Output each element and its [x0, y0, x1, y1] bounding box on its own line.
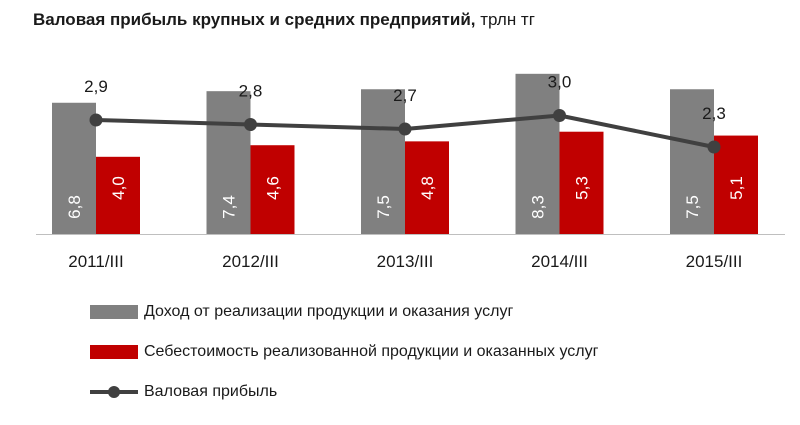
bar-cost-label: 4,6: [264, 176, 283, 200]
x-tick-label: 2011/III: [68, 252, 123, 271]
bar-revenue: [206, 91, 251, 235]
point-gross-profit: [244, 118, 257, 131]
legend-item-cost: Себестоимость реализованной продукции и …: [90, 332, 598, 372]
x-tick-label: 2015/III: [686, 252, 743, 271]
legend-label-revenue: Доход от реализации продукции и оказания…: [144, 303, 514, 320]
bar-cost: [96, 156, 140, 234]
bar-revenue: [52, 102, 96, 234]
legend-swatch-revenue: [90, 305, 138, 319]
bar-revenue-label: 6,8: [65, 195, 84, 219]
legend-label-gross-profit: Валовая прибыль: [144, 383, 278, 400]
bar-cost-label: 5,3: [573, 176, 592, 200]
chart-title-unit: трлн тг: [480, 10, 535, 29]
bar-revenue-label: 7,5: [374, 195, 393, 219]
bar-revenue: [361, 89, 405, 234]
x-tick-label: 2013/III: [377, 252, 434, 271]
bar-revenue: [515, 73, 560, 234]
point-gross-profit: [707, 140, 721, 154]
legend-swatch-cost: [90, 345, 138, 359]
legend-item-gross-profit: Валовая прибыль: [90, 372, 598, 412]
point-gross-profit-label: 2,8: [239, 82, 263, 101]
bar-cost-label: 5,1: [727, 176, 746, 200]
chart-title: Валовая прибыль крупных и средних предпр…: [33, 10, 535, 30]
legend-item-revenue: Доход от реализации продукции и оказания…: [90, 292, 598, 332]
point-gross-profit: [398, 122, 412, 136]
bar-cost: [250, 145, 295, 234]
bar-revenue-label: 8,3: [529, 195, 548, 219]
point-gross-profit-label: 3,0: [548, 73, 572, 92]
bar-cost-label: 4,8: [418, 176, 437, 200]
point-gross-profit-label: 2,7: [393, 86, 417, 105]
legend-label-cost: Себестоимость реализованной продукции и …: [144, 343, 599, 360]
bar-cost: [405, 141, 449, 234]
bar-cost-label: 4,0: [109, 176, 128, 200]
point-gross-profit: [89, 113, 103, 127]
point-gross-profit-label: 2,3: [702, 104, 726, 123]
bar-cost: [559, 131, 604, 234]
chart-plot: 6,8 4,0 2011/III 7,4 4,6 2012/III 7,5 4,8 2013/I…: [36, 73, 785, 271]
point-gross-profit-label: 2,9: [84, 77, 108, 96]
legend-swatch-gross-profit: [90, 385, 138, 399]
point-gross-profit: [553, 109, 566, 122]
x-tick-label: 2014/III: [531, 252, 588, 271]
bar-revenue: [670, 89, 714, 234]
x-tick-label: 2012/III: [222, 252, 279, 271]
bar-cost: [714, 135, 758, 234]
bar-revenue-label: 7,4: [220, 195, 239, 219]
bar-revenue-label: 7,5: [683, 195, 702, 219]
chart-legend: Доход от реализации продукции и оказания…: [90, 292, 598, 412]
chart-title-main: Валовая прибыль крупных и средних предпр…: [33, 10, 476, 29]
